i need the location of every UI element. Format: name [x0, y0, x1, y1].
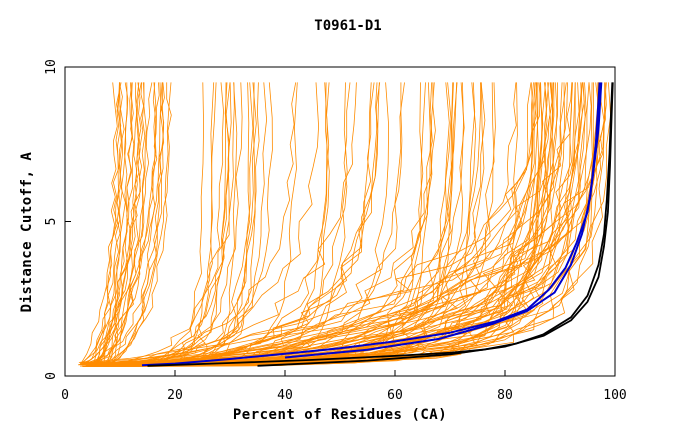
model-curve-line — [97, 82, 357, 367]
y-tick-label: 10 — [44, 59, 59, 75]
x-tick-label: 60 — [387, 388, 403, 403]
model-curve-line — [96, 82, 135, 364]
model-curve-line — [81, 82, 124, 364]
model-curve-line — [94, 82, 573, 363]
model-curve-line — [97, 82, 548, 365]
model-curve-line — [94, 82, 607, 364]
model-curve-line — [98, 82, 390, 364]
highlight-black-1-line — [147, 82, 614, 367]
model-curve-line — [91, 82, 592, 367]
x-tick-label: 40 — [277, 388, 293, 403]
model-curve-line — [112, 82, 379, 367]
model-curve-line — [88, 82, 133, 363]
tick-layer: 0 20 40 60 80 100 0 5 10 — [44, 59, 627, 403]
highlight-black-2-line — [257, 82, 614, 367]
model-curve-line — [91, 82, 486, 363]
model-curve-line — [111, 82, 172, 364]
model-curve-line — [103, 82, 145, 365]
y-tick-label: 5 — [44, 218, 59, 226]
model-curve-line — [81, 82, 157, 364]
model-curve-line — [107, 82, 231, 364]
x-tick-label: 100 — [603, 388, 626, 403]
model-curve-line — [95, 82, 537, 365]
chart-title: T0961-D1 — [314, 18, 381, 34]
model-curve-line — [106, 82, 297, 364]
model-curve-line — [108, 82, 436, 363]
x-tick-label: 80 — [497, 388, 513, 403]
model-curve-line — [92, 82, 120, 366]
model-curve-line — [104, 82, 138, 365]
model-curve-line — [93, 82, 140, 366]
y-tick-label: 0 — [44, 372, 59, 380]
model-curve-line — [80, 82, 403, 363]
highlight-blue-2-line — [284, 82, 601, 359]
model-curve-line — [78, 82, 553, 366]
model-curve-line — [82, 82, 587, 363]
model-curve-line — [89, 82, 165, 364]
model-curve-line — [111, 82, 122, 365]
x-tick-label: 20 — [167, 388, 183, 403]
x-axis-label: Percent of Residues (CA) — [233, 407, 447, 423]
x-tick-label: 0 — [61, 388, 69, 403]
y-axis-label: Distance Cutoff, A — [19, 152, 35, 313]
model-curve-line — [108, 82, 142, 366]
model-curve-line — [84, 82, 129, 365]
series-layer — [78, 82, 614, 367]
model-curve-line — [88, 82, 123, 367]
